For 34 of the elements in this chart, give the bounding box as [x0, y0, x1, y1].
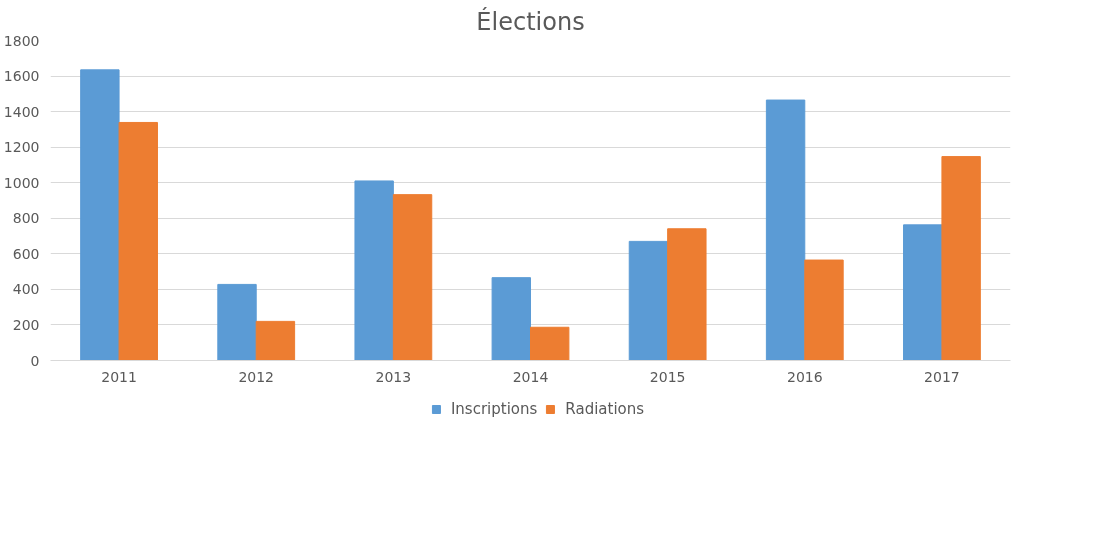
bar — [491, 277, 531, 361]
bar — [80, 69, 120, 361]
y-tick-label: 1400 — [3, 103, 40, 120]
x-tick-label: 2015 — [649, 368, 686, 385]
x-tick-label: 2017 — [924, 368, 960, 385]
y-tick-label: 1600 — [3, 68, 40, 85]
y-tick-label: 1200 — [3, 139, 40, 156]
x-tick-label: 2016 — [786, 368, 823, 385]
chart-title: Élections — [476, 6, 585, 36]
bar — [217, 283, 257, 361]
bar — [628, 240, 669, 361]
bar — [903, 224, 943, 361]
y-tick-label: 1800 — [3, 32, 40, 49]
y-tick-label: 600 — [12, 245, 40, 262]
bar — [941, 156, 981, 361]
y-tick-label: 0 — [30, 352, 40, 369]
bar — [667, 228, 707, 361]
bar — [118, 121, 158, 361]
bar — [765, 99, 806, 361]
y-tick-label: 200 — [12, 316, 40, 333]
legend-label: Inscriptions — [450, 400, 538, 418]
x-tick-label: 2013 — [375, 368, 412, 385]
bar — [255, 320, 296, 361]
y-tick-label: 800 — [12, 210, 40, 227]
y-tick-label: 400 — [12, 281, 40, 298]
bar — [530, 326, 570, 361]
y-tick-label: 1000 — [3, 174, 40, 191]
bar — [804, 259, 844, 361]
bar — [392, 194, 433, 361]
x-tick-label: 2014 — [512, 368, 549, 385]
legend-label: Radiations — [565, 400, 645, 418]
x-tick-label: 2011 — [101, 368, 137, 385]
x-tick-label: 2012 — [238, 368, 275, 385]
bar — [354, 180, 394, 361]
